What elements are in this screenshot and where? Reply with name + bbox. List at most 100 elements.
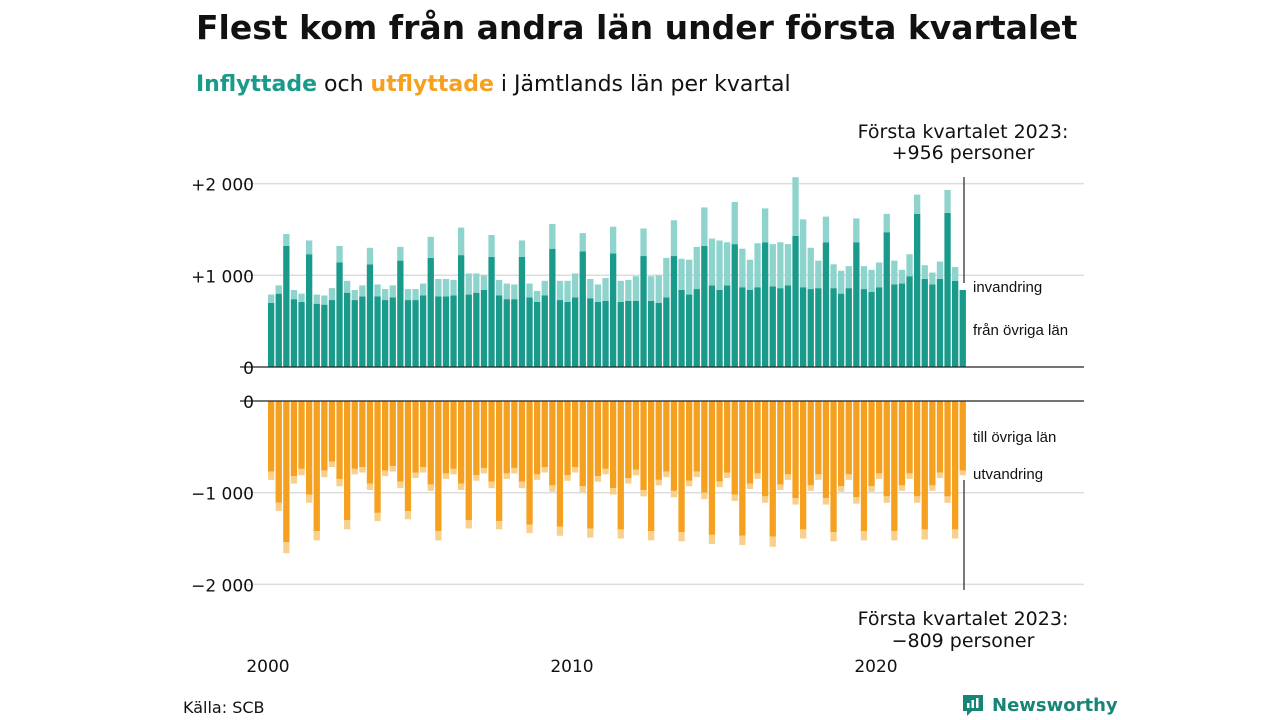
bar-fran-ovriga-lan	[488, 256, 495, 367]
bar-utvandring	[518, 481, 526, 489]
bar-utvandring	[328, 461, 336, 468]
bar-utvandring	[914, 496, 921, 503]
bar-fran-ovriga-lan	[807, 289, 814, 367]
y-tick-label-top: +1 000	[191, 267, 254, 287]
y-tick-label-bottom: −1 000	[191, 485, 254, 505]
source-text: Källa: SCB	[183, 698, 265, 717]
bar-utvandring	[488, 481, 495, 489]
bar-utvandring	[822, 498, 830, 505]
bar-fran-ovriga-lan	[632, 300, 640, 367]
bar-invandring	[268, 294, 275, 303]
bar-till-ovriga-lan	[784, 401, 792, 475]
bar-till-ovriga-lan	[556, 401, 564, 527]
bar-invandring	[488, 234, 495, 257]
bar-fran-ovriga-lan	[404, 300, 412, 367]
bar-till-ovriga-lan	[427, 401, 434, 485]
bar-utvandring	[860, 531, 868, 541]
bar-till-ovriga-lan	[944, 401, 951, 497]
bar-till-ovriga-lan	[678, 401, 685, 533]
bar-utvandring	[412, 472, 419, 479]
bar-till-ovriga-lan	[534, 401, 541, 475]
bar-fran-ovriga-lan	[298, 301, 305, 367]
bar-utvandring	[610, 488, 617, 495]
bar-utvandring	[769, 536, 776, 547]
x-tick-label: 2000	[246, 657, 289, 677]
bar-fran-ovriga-lan	[617, 301, 624, 367]
bar-fran-ovriga-lan	[754, 287, 761, 367]
subtitle-mid-word: och	[324, 72, 364, 97]
bar-invandring	[283, 234, 290, 246]
bar-till-ovriga-lan	[868, 401, 875, 487]
bar-utvandring	[670, 490, 678, 498]
bar-fran-ovriga-lan	[944, 212, 951, 367]
bar-till-ovriga-lan	[891, 401, 898, 532]
bar-utvandring	[952, 529, 959, 539]
bar-utvandring	[366, 483, 374, 490]
bar-till-ovriga-lan	[739, 401, 746, 536]
bar-fran-ovriga-lan	[838, 293, 845, 367]
label-fran-ovriga-lan: från övriga län	[973, 322, 1068, 339]
bar-till-ovriga-lan	[655, 401, 662, 480]
bar-till-ovriga-lan	[549, 401, 556, 486]
bar-utvandring	[283, 542, 290, 554]
bar-utvandring	[701, 492, 708, 500]
bar-utvandring	[663, 471, 670, 478]
bar-invandring	[701, 207, 708, 246]
x-tick-label: 2010	[550, 657, 593, 677]
bar-till-ovriga-lan	[838, 401, 845, 487]
chart-subtitle: Inflyttade och utflyttade i Jämtlands lä…	[196, 72, 791, 97]
bar-invandring	[564, 280, 571, 302]
bar-fran-ovriga-lan	[496, 295, 503, 367]
bar-till-ovriga-lan	[344, 401, 351, 521]
bar-invandring	[876, 262, 883, 288]
bar-till-ovriga-lan	[906, 401, 913, 474]
bar-fran-ovriga-lan	[556, 300, 564, 367]
bar-utvandring	[625, 478, 632, 484]
bar-utvandring	[427, 484, 434, 491]
brand-logo: Newsworthy	[961, 693, 1118, 717]
bar-till-ovriga-lan	[807, 401, 814, 486]
bar-till-ovriga-lan	[458, 401, 465, 484]
bar-invandring	[822, 216, 830, 243]
y-tick-label-bottom: −2 000	[191, 576, 254, 596]
bar-utvandring	[921, 529, 928, 540]
bar-invandring	[746, 259, 754, 290]
bar-invandring	[587, 278, 594, 299]
bar-fran-ovriga-lan	[306, 254, 313, 367]
bar-utvandring	[473, 475, 480, 481]
bar-utvandring	[617, 529, 624, 539]
bar-fran-ovriga-lan	[511, 299, 518, 367]
bar-invandring	[412, 289, 419, 301]
bar-till-ovriga-lan	[936, 401, 944, 473]
bar-till-ovriga-lan	[693, 401, 700, 472]
bar-utvandring	[640, 489, 647, 497]
bar-till-ovriga-lan	[579, 401, 586, 487]
bar-invandring	[374, 284, 381, 297]
bar-utvandring	[420, 467, 427, 473]
bar-utvandring	[442, 473, 450, 479]
bar-fran-ovriga-lan	[648, 300, 655, 367]
bar-invandring	[473, 273, 480, 293]
bar-invandring	[792, 177, 799, 236]
bar-till-ovriga-lan	[663, 401, 670, 472]
bar-invandring	[526, 283, 533, 298]
bar-invandring	[442, 278, 450, 297]
x-tick-labels: 2000 2010 2020	[246, 657, 897, 677]
bar-fran-ovriga-lan	[389, 297, 396, 367]
bar-utvandring	[389, 466, 396, 472]
bar-fran-ovriga-lan	[344, 292, 351, 367]
bar-till-ovriga-lan	[845, 401, 852, 475]
bar-utvandring	[678, 532, 685, 542]
bar-invandring	[404, 289, 412, 301]
bar-invandring	[344, 280, 351, 293]
y-tick-label-bottom: 0	[243, 393, 254, 413]
bar-invandring	[860, 266, 868, 290]
bar-fran-ovriga-lan	[784, 285, 792, 367]
bar-invandring	[807, 247, 814, 290]
bar-utvandring	[936, 472, 944, 479]
bar-utvandring	[891, 531, 898, 541]
bar-fran-ovriga-lan	[610, 253, 617, 367]
bar-invandring	[579, 233, 586, 252]
bar-till-ovriga-lan	[716, 401, 723, 482]
bar-invandring	[853, 218, 860, 243]
